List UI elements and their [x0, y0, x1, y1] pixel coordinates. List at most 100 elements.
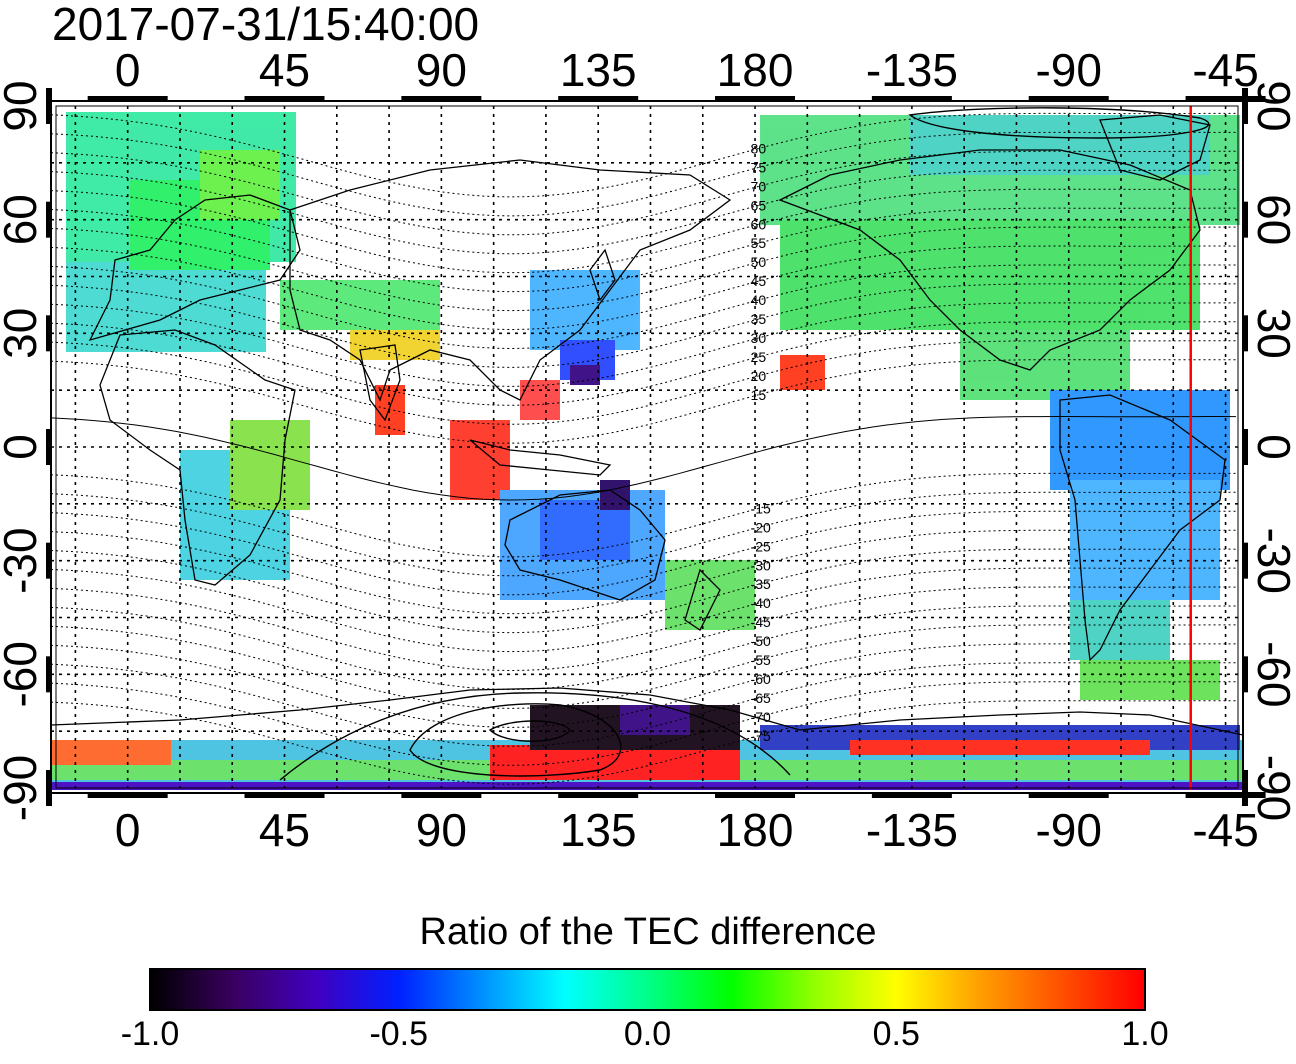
polar-curves: [279, 107, 1210, 781]
frame-tick-right: [1242, 201, 1248, 238]
left-axis-label: 0: [0, 434, 46, 460]
mlat-contour: [51, 131, 1236, 217]
mlat-contour: [51, 359, 1236, 444]
mlat-contour: [51, 529, 1236, 615]
frame-tick-right: [1242, 770, 1248, 806]
magnetic-equator: [51, 416, 1237, 501]
frame-tick-left: [46, 88, 52, 124]
frame-tick-top: [1185, 96, 1266, 102]
left-axis-label: 90: [0, 80, 46, 131]
mlat-contour: [51, 548, 1237, 634]
mlat-label: -50: [751, 633, 771, 649]
mlat-label: 30: [751, 330, 767, 346]
mlat-label: -25: [751, 538, 771, 554]
mlat-contour: [51, 700, 1236, 785]
plot-frame-inner: [55, 105, 1239, 789]
mlat-contour: [51, 302, 1236, 387]
colorbar-title: Ratio of the TEC difference: [419, 911, 877, 953]
bottom-axis-label: -45: [1192, 804, 1258, 856]
right-axis-label: 30: [1248, 308, 1296, 359]
right-axis-label: 90: [1248, 80, 1296, 131]
mlat-contour: [51, 150, 1236, 236]
top-axis-label: 180: [717, 44, 794, 96]
bottom-axis-label: 45: [259, 804, 310, 856]
frame-tick-top: [401, 96, 482, 102]
frame-tick-left: [46, 656, 52, 693]
top-axis-label: -90: [1035, 44, 1101, 96]
frame-tick-top: [715, 96, 796, 102]
left-axis-label: -30: [0, 527, 46, 593]
frame-tick-bottom: [558, 792, 639, 798]
top-axis-label: -45: [1192, 44, 1258, 96]
mlat-contour: [51, 510, 1236, 596]
frame-tick-top: [87, 96, 168, 102]
mlat-contour: [51, 662, 1236, 747]
mlat-label: -65: [751, 690, 771, 706]
mlat-label: 75: [751, 159, 767, 175]
frame-tick-right: [1242, 88, 1248, 124]
mlat-contour: [51, 472, 1236, 558]
frame-tick-bottom: [715, 792, 796, 798]
right-axis-label: -30: [1248, 527, 1296, 593]
mlat-contour: [51, 188, 1236, 274]
mlat-label: -40: [751, 595, 771, 611]
mlat-label: 20: [751, 368, 767, 384]
top-axis-label: 90: [416, 44, 467, 96]
coastlines: [51, 114, 1243, 736]
mlat-contour: [51, 491, 1236, 577]
mlat-label: 50: [751, 254, 767, 270]
mlat-contour: [51, 264, 1236, 350]
mlat-contour: [51, 321, 1236, 406]
right-axis-label: -90: [1248, 755, 1296, 821]
top-axis-label: 0: [115, 44, 141, 96]
frame-tick-top: [1028, 96, 1109, 102]
top-axis-label: 135: [560, 44, 637, 96]
mlat-contour: [51, 226, 1236, 312]
frame-tick-left: [46, 201, 52, 238]
frame-tick-right: [1242, 656, 1248, 693]
mlat-label: 70: [751, 178, 767, 194]
frame-tick-top: [871, 96, 952, 102]
colorbar-tick-label: 1.0: [1121, 1015, 1169, 1053]
frame-tick-top: [558, 96, 639, 102]
mlat-contour: [51, 605, 1236, 691]
mlat-label: 35: [751, 311, 767, 327]
mlat-label: 60: [751, 216, 767, 232]
axis-labels: 0 45 90 135 180 -135 -90 -450 45 90 135 180 -135 -90-…: [0, 44, 1296, 856]
left-axis-label: -90: [0, 755, 46, 821]
bottom-axis-label: 180: [717, 804, 794, 856]
magnetic-latitude-labels: 80 75 70 65 60 55 50 45 40 35 30 25 20 15 -15 -20 -25 -30…: [751, 141, 771, 744]
right-axis-label: -60: [1248, 641, 1296, 707]
mlat-label: 65: [751, 197, 767, 213]
mlat-contour: [51, 112, 1236, 198]
mlat-contour: [51, 169, 1236, 255]
left-axis-label: -60: [0, 641, 46, 707]
bottom-axis-label: -90: [1035, 804, 1101, 856]
mlat-label: -45: [751, 614, 771, 630]
bottom-axis-label: 90: [416, 804, 467, 856]
mlat-contour: [51, 643, 1236, 728]
timestamp-title: 2017-07-31/15:40:00: [52, 0, 480, 50]
frame-tick-left: [46, 315, 52, 352]
mlat-contour: [51, 567, 1236, 653]
frame-tick-left: [46, 429, 52, 465]
mlat-contour: [51, 245, 1237, 331]
top-axis-label: 45: [259, 44, 310, 96]
frame-tick-right: [1242, 315, 1248, 352]
left-axis-label: 60: [0, 194, 46, 245]
bottom-axis-label: 135: [560, 804, 637, 856]
right-axis-label: 60: [1248, 194, 1296, 245]
right-axis-label: 0: [1248, 434, 1296, 460]
mlat-label: -20: [751, 519, 771, 535]
frame-tick-bottom: [1028, 792, 1109, 798]
colorbar-tick-label: -0.5: [369, 1015, 429, 1053]
colorbar-tick-label: 0.0: [623, 1015, 672, 1053]
left-axis-label: 30: [0, 308, 46, 359]
frame-ticks: [46, 88, 1266, 806]
mlat-label: -55: [751, 652, 771, 668]
mlat-contour: [51, 283, 1236, 368]
frame-tick-top: [244, 96, 325, 102]
frame-tick-left: [46, 542, 52, 579]
mlat-contour: [51, 340, 1236, 425]
frame-tick-left: [46, 770, 52, 806]
